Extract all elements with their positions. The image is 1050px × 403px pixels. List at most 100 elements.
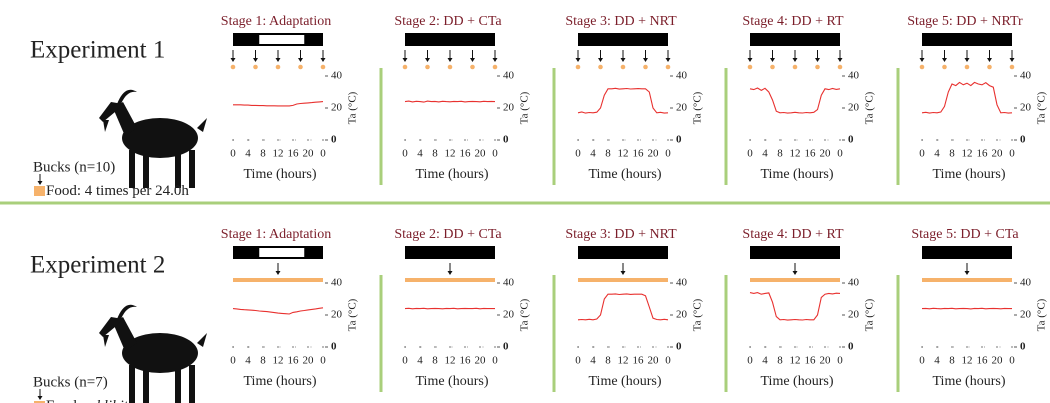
feeding-arrow-head (665, 58, 671, 62)
temperature-line (404, 100, 496, 103)
feeding-arrow-head (987, 58, 992, 62)
x-tick-label: 20 (648, 355, 660, 367)
goat-leg (129, 150, 135, 188)
x-tick-label: 0 (575, 148, 581, 160)
food-bar (922, 278, 1012, 282)
y-tick-label: 0 (1020, 341, 1026, 353)
x-tick-label: 20 (303, 355, 315, 367)
feeding-dot (815, 64, 820, 70)
x-tick-label: 8 (777, 355, 783, 367)
x-tick-label: 0 (402, 355, 408, 367)
feeding-arrow-head (942, 58, 947, 62)
x-tick-label: 16 (805, 355, 817, 367)
y-tick-label: 0 (331, 134, 337, 146)
x-axis-label: Time (hours) (761, 167, 834, 182)
x-tick-label: 20 (820, 148, 832, 160)
goat-leg (189, 365, 195, 403)
x-tick-label: 8 (949, 355, 955, 367)
y-tick-label: 40 (331, 70, 343, 82)
subjects-label: Bucks (n=10) (33, 159, 115, 175)
y-tick-label: 20 (1020, 102, 1032, 114)
x-tick-label: 12 (445, 355, 456, 367)
feeding-dot (598, 64, 603, 70)
y-tick-label: 40 (503, 70, 515, 82)
goat-head (99, 102, 123, 122)
goat-neck (113, 317, 137, 351)
x-tick-label: 0 (665, 355, 671, 367)
x-tick-label: 4 (245, 355, 251, 367)
feeding-dot (964, 64, 970, 70)
x-tick-label: 16 (460, 355, 472, 367)
x-tick-label: 8 (777, 148, 783, 160)
x-tick-label: 0 (837, 148, 843, 160)
feeding-dot (665, 64, 671, 70)
x-tick-label: 20 (992, 148, 1004, 160)
x-tick-label: 16 (460, 148, 472, 160)
food-label-text: Food: (46, 398, 81, 403)
x-tick-label: 8 (949, 148, 955, 160)
x-tick-label: 0 (402, 148, 408, 160)
goat-tail (197, 333, 207, 347)
feeding-arrow-head (964, 58, 970, 62)
x-tick-label: 12 (962, 355, 973, 367)
x-tick-label: 0 (1009, 355, 1015, 367)
y-tick-label: 40 (503, 277, 515, 289)
food-arrow-head (37, 181, 43, 185)
x-tick-label: 12 (445, 148, 456, 160)
temperature-line (921, 81, 1013, 114)
y-tick-label: 20 (331, 309, 343, 321)
goat-horn (117, 89, 137, 104)
y-axis-label: Ta (°C) (519, 298, 531, 331)
x-tick-label: 16 (633, 148, 645, 160)
temperature-line (921, 307, 1012, 310)
x-tick-label: 4 (762, 148, 768, 160)
temperature-line (233, 101, 324, 107)
x-tick-label: 0 (919, 355, 925, 367)
feeding-dot (492, 64, 498, 70)
temperature-line (749, 292, 841, 321)
feeding-arrow-head (230, 58, 236, 62)
dark-bar (578, 33, 668, 46)
feeding-dot (919, 64, 925, 70)
y-tick-label: 20 (676, 102, 688, 114)
x-tick-label: 0 (747, 148, 753, 160)
x-tick-label: 0 (837, 355, 843, 367)
food-arrow-head (37, 396, 43, 400)
x-tick-label: 4 (590, 148, 596, 160)
x-tick-label: 0 (320, 355, 326, 367)
y-tick-label: 20 (848, 309, 860, 321)
y-tick-label: 20 (503, 102, 515, 114)
dark-bar (405, 246, 495, 259)
goat-icon (99, 304, 207, 403)
x-axis-label: Time (hours) (589, 167, 662, 182)
stage-title: Stage 3: DD + NRT (565, 227, 677, 242)
y-tick-label: 0 (676, 341, 682, 353)
x-tick-label: 4 (934, 355, 940, 367)
dark-bar (922, 246, 1012, 259)
x-tick-label: 0 (919, 148, 925, 160)
feeding-dot (320, 64, 326, 70)
x-axis-label: Time (hours) (933, 167, 1006, 182)
x-axis-label: Time (hours) (589, 374, 662, 389)
x-tick-label: 8 (605, 148, 611, 160)
food-label: Food: ad libitum (46, 398, 146, 403)
x-tick-label: 0 (320, 148, 326, 160)
goat-beard (103, 120, 109, 132)
feeding-arrow-head (837, 58, 843, 62)
feeding-arrow-head (620, 58, 626, 62)
x-tick-label: 20 (475, 355, 487, 367)
x-tick-label: 16 (288, 148, 300, 160)
feeding-arrow-head (815, 58, 820, 62)
x-axis-label: Time (hours) (244, 167, 317, 182)
feeding-dot (792, 64, 798, 70)
x-tick-label: 0 (575, 355, 581, 367)
x-tick-label: 16 (977, 355, 989, 367)
feeding-dot (1009, 64, 1015, 70)
y-tick-label: 20 (848, 102, 860, 114)
goat-body (122, 333, 198, 373)
y-axis-label: Ta (°C) (519, 91, 531, 124)
y-tick-label: 20 (676, 309, 688, 321)
food-swatch (34, 186, 45, 196)
x-tick-label: 12 (790, 355, 801, 367)
